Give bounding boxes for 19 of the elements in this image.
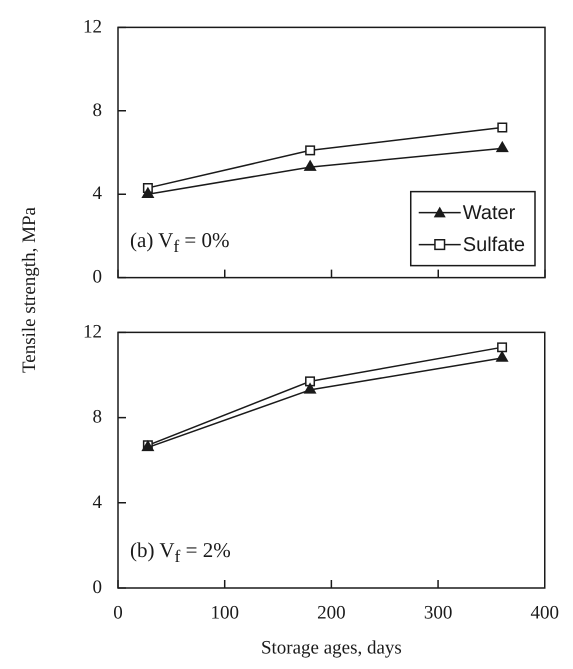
y-tick-label: 4 [92,492,102,513]
legend-label: Water [462,202,516,224]
y-tick-label: 12 [83,16,102,38]
y-tick-label: 8 [92,100,102,121]
y-tick-label: 0 [92,576,102,598]
annotation: (a) V$_{f}$ = 0% [130,228,230,257]
x-tick-label: 400 [530,602,559,624]
y-axis-title: Tensile strength, MPa [19,207,41,373]
y-tick-label: 0 [92,266,102,288]
y-tick-label: 12 [83,321,102,342]
legend-label: Sulfate [462,234,525,256]
y-tick-label: 4 [92,183,102,204]
x-tick-label: 300 [424,602,452,624]
x-tick-label: 200 [317,602,346,624]
y-tick-label: 8 [92,406,102,428]
annotation: (b) V$_{f}$ = 2% [130,538,231,568]
x-tick-label: 100 [210,602,239,624]
x-tick-label: 0 [113,602,123,624]
x-axis-title: Storage ages, days [260,638,402,659]
